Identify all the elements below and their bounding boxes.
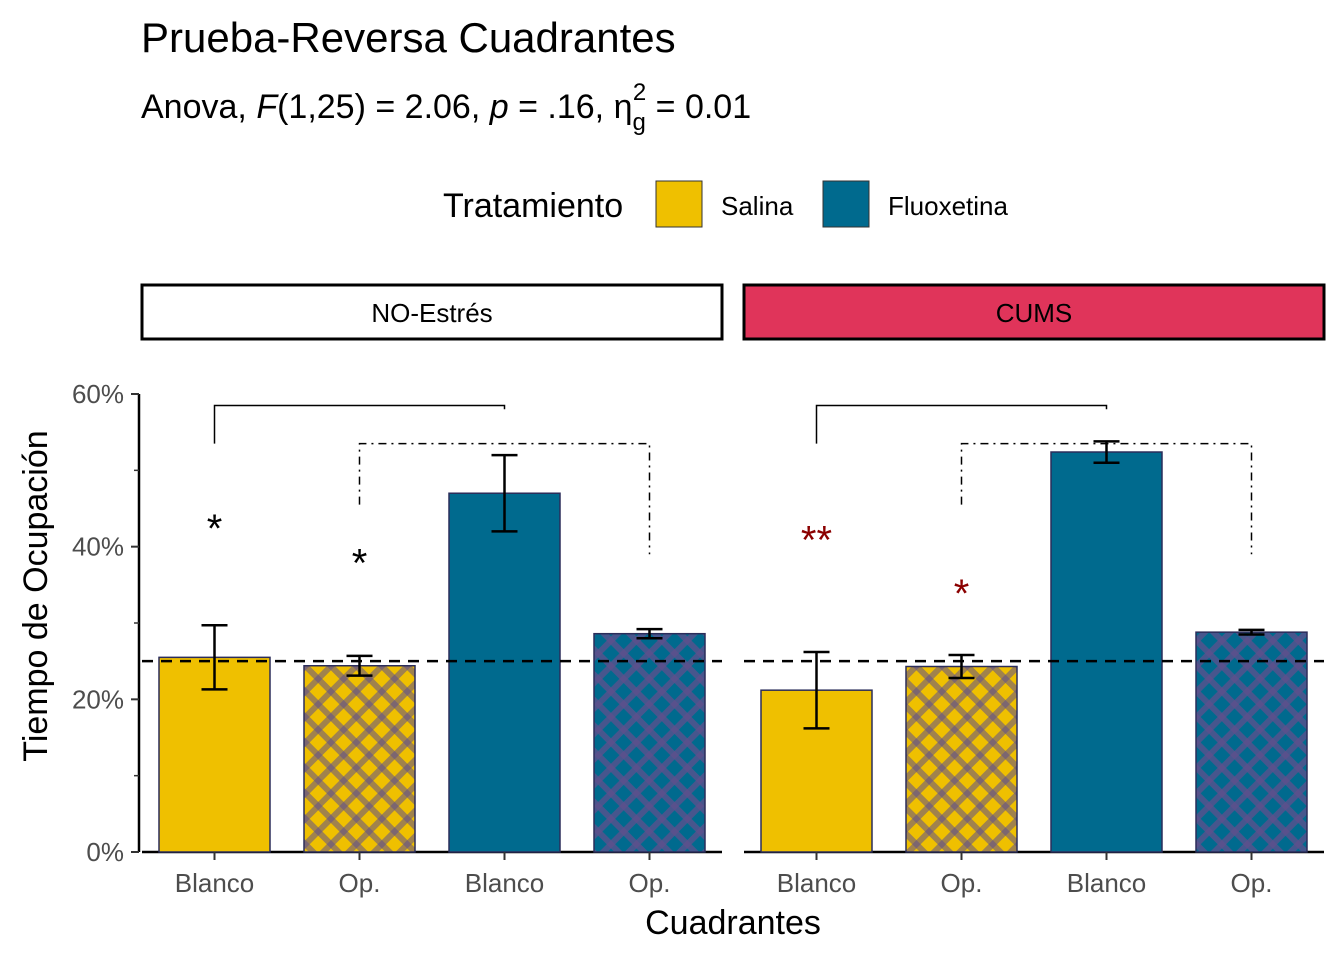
subtitle-p-value: = .16, (509, 88, 614, 126)
y-tick-label: 0% (86, 837, 124, 867)
comparison-bracket-dashdot (960, 442, 1253, 555)
comparison-bracket-solid (213, 404, 506, 444)
legend: Tratamiento Salina Fluoxetina (443, 180, 1008, 228)
bar-salina-op (905, 665, 1018, 853)
bar-fluoxetina-op (1195, 631, 1308, 853)
y-tick-label: 40% (72, 532, 124, 562)
legend-title: Tratamiento (443, 187, 623, 225)
significance-label: ** (801, 518, 832, 562)
y-axis: 0% 20% 40% 60% (72, 379, 141, 867)
subtitle-eta-sub: g (632, 109, 645, 136)
x-axis-title: Cuadrantes (645, 904, 821, 942)
facet-panel-cums: Blanco Op. Blanco Op.*** (744, 404, 1324, 898)
chart-subtitle: Anova, F(1,25) = 2.06, p = .16, ηg 2 = 0.… (141, 79, 751, 136)
facet-strip-no-estres (140, 283, 724, 341)
legend-swatch-fluoxetina (822, 180, 870, 228)
significance-label: * (352, 541, 368, 585)
bar-fluoxetina-blanco (448, 492, 561, 853)
x-tick-label: Op. (339, 868, 381, 898)
facet-strips: NO-Estrés CUMS (140, 283, 1326, 341)
facet-strip-label-no-estres: NO-Estrés (371, 298, 492, 328)
significance-label: * (207, 507, 223, 551)
bar-salina-op (303, 664, 416, 853)
legend-label-fluoxetina: Fluoxetina (888, 191, 1008, 221)
x-tick-label: Blanco (465, 868, 545, 898)
x-tick-label: Blanco (777, 868, 857, 898)
bar-fluoxetina-blanco (1050, 451, 1163, 853)
subtitle-eta: η (614, 88, 633, 126)
comparison-bracket-solid (815, 404, 1108, 444)
x-tick-label: Op. (629, 868, 671, 898)
x-tick-label: Op. (941, 868, 983, 898)
chart-title: Prueba-Reversa Cuadrantes (141, 14, 676, 61)
y-axis-title: Tiempo de Ocupación (17, 430, 55, 761)
subtitle-stat: F (256, 88, 279, 126)
y-tick-label: 20% (72, 684, 124, 714)
y-tick-label: 60% (72, 379, 124, 409)
legend-label-salina: Salina (721, 191, 794, 221)
comparison-bracket-dashdot (358, 442, 651, 555)
legend-swatch-salina (655, 180, 703, 228)
x-tick-label: Op. (1231, 868, 1273, 898)
significance-label: * (954, 572, 970, 616)
bar-fluoxetina-op (593, 632, 706, 853)
subtitle-df: (1,25) = 2.06, (277, 88, 490, 126)
x-tick-label: Blanco (175, 868, 255, 898)
subtitle-p-label: p (489, 88, 509, 126)
subtitle-eta-sup: 2 (633, 79, 646, 106)
facet-strip-cums (742, 283, 1326, 341)
facet-strip-label-cums: CUMS (996, 298, 1073, 328)
subtitle-eta-value: = 0.01 (646, 88, 751, 126)
x-tick-label: Blanco (1067, 868, 1147, 898)
subtitle-prefix: Anova, (141, 88, 256, 126)
facet-panel-no-estres: Blanco Op. Blanco Op. * * (142, 404, 722, 898)
